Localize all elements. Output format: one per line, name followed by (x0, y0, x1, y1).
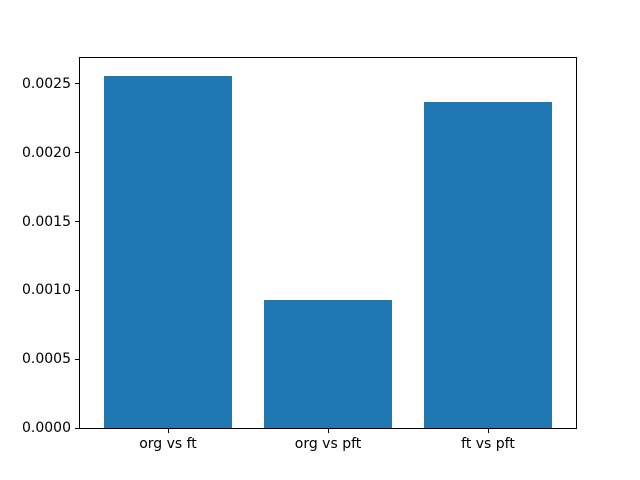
y-tick-mark (75, 289, 79, 291)
x-tick-mark (327, 429, 329, 433)
x-tick-mark (487, 429, 489, 433)
y-tick-mark (75, 358, 79, 360)
y-tick-label: 0.0015 (22, 213, 71, 230)
y-tick-mark (75, 427, 79, 429)
x-tick-mark (167, 429, 169, 433)
y-tick-label: 0.0010 (22, 282, 71, 299)
plot-area: 0.0000 0.0005 0.0010 0.0015 0.0020 0.0025 org … (22, 57, 577, 451)
x-tick-label: org vs pft (294, 436, 362, 452)
bar-org-vs-pft (264, 300, 392, 428)
y-tick-label: 0.0025 (22, 75, 71, 92)
bar-ft-vs-pft (424, 101, 552, 428)
y-tick-mark (75, 152, 79, 154)
y-tick-mark (75, 83, 79, 85)
y-tick-label: 0.0020 (22, 144, 71, 161)
bar-org-vs-ft (104, 75, 232, 428)
x-tick-label: org vs ft (139, 436, 197, 452)
x-tick-label: ft vs pft (461, 436, 515, 452)
y-tick-label: 0.0005 (22, 351, 71, 368)
y-tick-label: 0.0000 (22, 420, 71, 436)
y-tick-mark (75, 221, 79, 223)
